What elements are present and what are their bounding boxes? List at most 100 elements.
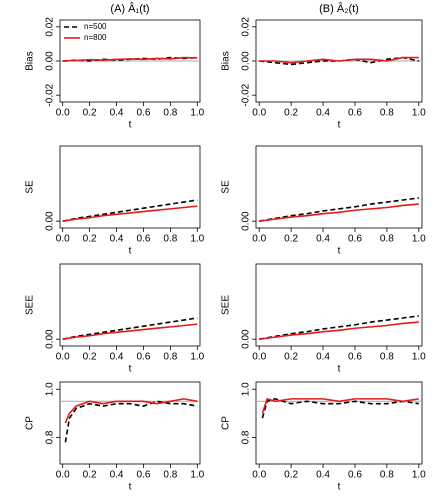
x-tick-label: 0.4	[316, 470, 330, 481]
series-line	[259, 315, 419, 340]
y-tick-label: -0.02	[241, 83, 252, 106]
y-tick-label: 0.02	[241, 17, 252, 37]
y-axis-label: SEE	[25, 295, 36, 315]
x-tick-label: 0.0	[252, 352, 266, 363]
series-line	[259, 321, 419, 340]
panel: (B) Â₂(t) 0.0 0.2 0.4 0.6 0.8 1.0 t -0.02 0.00 0.0…	[221, 2, 427, 131]
plot-frame	[59, 263, 201, 347]
y-axis-label: SEE	[221, 295, 232, 315]
x-tick-label: 0.0	[252, 108, 266, 119]
y-tick-label: 0.00	[241, 211, 252, 231]
x-axis-label: t	[129, 120, 132, 131]
y-tick-label: 0.8	[241, 430, 252, 444]
y-tick-label: -0.02	[45, 83, 56, 106]
series-line	[62, 199, 198, 222]
x-tick-label: 0.8	[163, 470, 177, 481]
series-line	[261, 397, 419, 414]
x-tick-label: 0.4	[110, 108, 124, 119]
x-tick-label: 1.0	[190, 108, 204, 119]
x-tick-label: 0.8	[163, 352, 177, 363]
y-axis-label: CP	[221, 416, 232, 430]
x-tick-label: 1.0	[190, 352, 204, 363]
x-tick-label: 0.2	[83, 234, 97, 245]
x-axis-label: t	[338, 120, 341, 131]
x-tick-label: 0.8	[380, 352, 394, 363]
x-tick-label: 0.8	[380, 234, 394, 245]
series-line	[62, 56, 198, 62]
x-tick-label: 0.0	[56, 352, 70, 363]
x-tick-label: 0.2	[284, 352, 298, 363]
x-tick-label: 0.2	[284, 108, 298, 119]
panel: (A) Â₁(t) 0.0 0.2 0.4 0.6 0.8 1.0 t -0.02 0.00 0.0…	[25, 2, 205, 131]
series-line	[259, 203, 419, 222]
x-tick-label: 0.0	[252, 470, 266, 481]
x-tick-label: 0.6	[137, 470, 151, 481]
panel: 0.0 0.2 0.4 0.6 0.8 1.0 t 0.00 SEE	[221, 263, 426, 375]
y-tick-label: 0.00	[45, 329, 56, 349]
y-axis-label: Bias	[221, 51, 232, 70]
series-line	[62, 205, 198, 222]
x-tick-label: 0.0	[56, 234, 70, 245]
x-axis-label: t	[338, 364, 341, 375]
x-axis-label: t	[338, 246, 341, 257]
y-axis-label: SE	[25, 180, 36, 194]
y-tick-label: 1.0	[241, 382, 252, 396]
x-tick-label: 0.6	[348, 108, 362, 119]
y-axis-label: CP	[25, 416, 36, 430]
x-tick-label: 0.4	[110, 470, 124, 481]
y-tick-label: 0.00	[45, 51, 56, 71]
x-tick-label: 0.4	[316, 352, 330, 363]
y-tick-label: 1.0	[45, 382, 56, 396]
panel-title: (B) Â₂(t)	[319, 2, 359, 15]
x-tick-label: 0.8	[163, 108, 177, 119]
series-line	[64, 398, 198, 424]
series-line	[259, 197, 419, 222]
series-line	[62, 323, 198, 340]
y-tick-label: 0.00	[241, 329, 252, 349]
plot-frame	[59, 381, 201, 465]
x-tick-label: 0.2	[284, 470, 298, 481]
y-tick-label: 0.00	[241, 51, 252, 71]
plot-frame	[255, 263, 423, 347]
x-tick-label: 0.2	[83, 470, 97, 481]
x-tick-label: 0.6	[348, 234, 362, 245]
panel: 0.0 0.2 0.4 0.6 0.8 1.0 t 0.00 SE	[25, 145, 205, 257]
series-line	[64, 400, 198, 443]
x-tick-label: 0.2	[83, 352, 97, 363]
y-axis-label: Bias	[25, 51, 36, 70]
x-tick-label: 0.6	[348, 352, 362, 363]
x-tick-label: 0.0	[252, 234, 266, 245]
x-tick-label: 1.0	[412, 470, 426, 481]
panel: 0.0 0.2 0.4 0.6 0.8 1.0 t 0.00 SE	[221, 145, 426, 257]
y-axis-label: SE	[221, 180, 232, 194]
x-tick-label: 0.2	[83, 108, 97, 119]
panel-title: (A) Â₁(t)	[110, 2, 149, 15]
plot-frame	[255, 145, 423, 229]
series-line	[259, 56, 419, 64]
x-tick-label: 0.8	[380, 108, 394, 119]
panel: 0.0 0.2 0.4 0.6 0.8 1.0 t 0.8 1.0 CP	[25, 381, 205, 493]
x-tick-label: 0.0	[56, 470, 70, 481]
x-tick-label: 0.6	[137, 234, 151, 245]
plot-frame	[255, 381, 423, 465]
x-axis-label: t	[129, 364, 132, 375]
x-tick-label: 1.0	[412, 352, 426, 363]
x-tick-label: 0.6	[137, 352, 151, 363]
x-tick-label: 1.0	[412, 108, 426, 119]
x-axis-label: t	[129, 246, 132, 257]
x-tick-label: 0.8	[380, 470, 394, 481]
x-tick-label: 0.6	[348, 470, 362, 481]
x-axis-label: t	[338, 482, 341, 493]
x-tick-label: 0.4	[316, 234, 330, 245]
series-line	[261, 398, 419, 419]
plot-frame	[59, 145, 201, 229]
legend-label: n=500	[84, 22, 107, 31]
x-tick-label: 1.0	[190, 470, 204, 481]
x-tick-label: 0.4	[110, 234, 124, 245]
panel: 0.0 0.2 0.4 0.6 0.8 1.0 t 0.8 1.0 CP	[221, 381, 426, 493]
y-tick-label: 0.02	[45, 17, 56, 37]
x-tick-label: 0.6	[137, 108, 151, 119]
y-tick-label: 0.8	[45, 430, 56, 444]
x-tick-label: 0.4	[110, 352, 124, 363]
